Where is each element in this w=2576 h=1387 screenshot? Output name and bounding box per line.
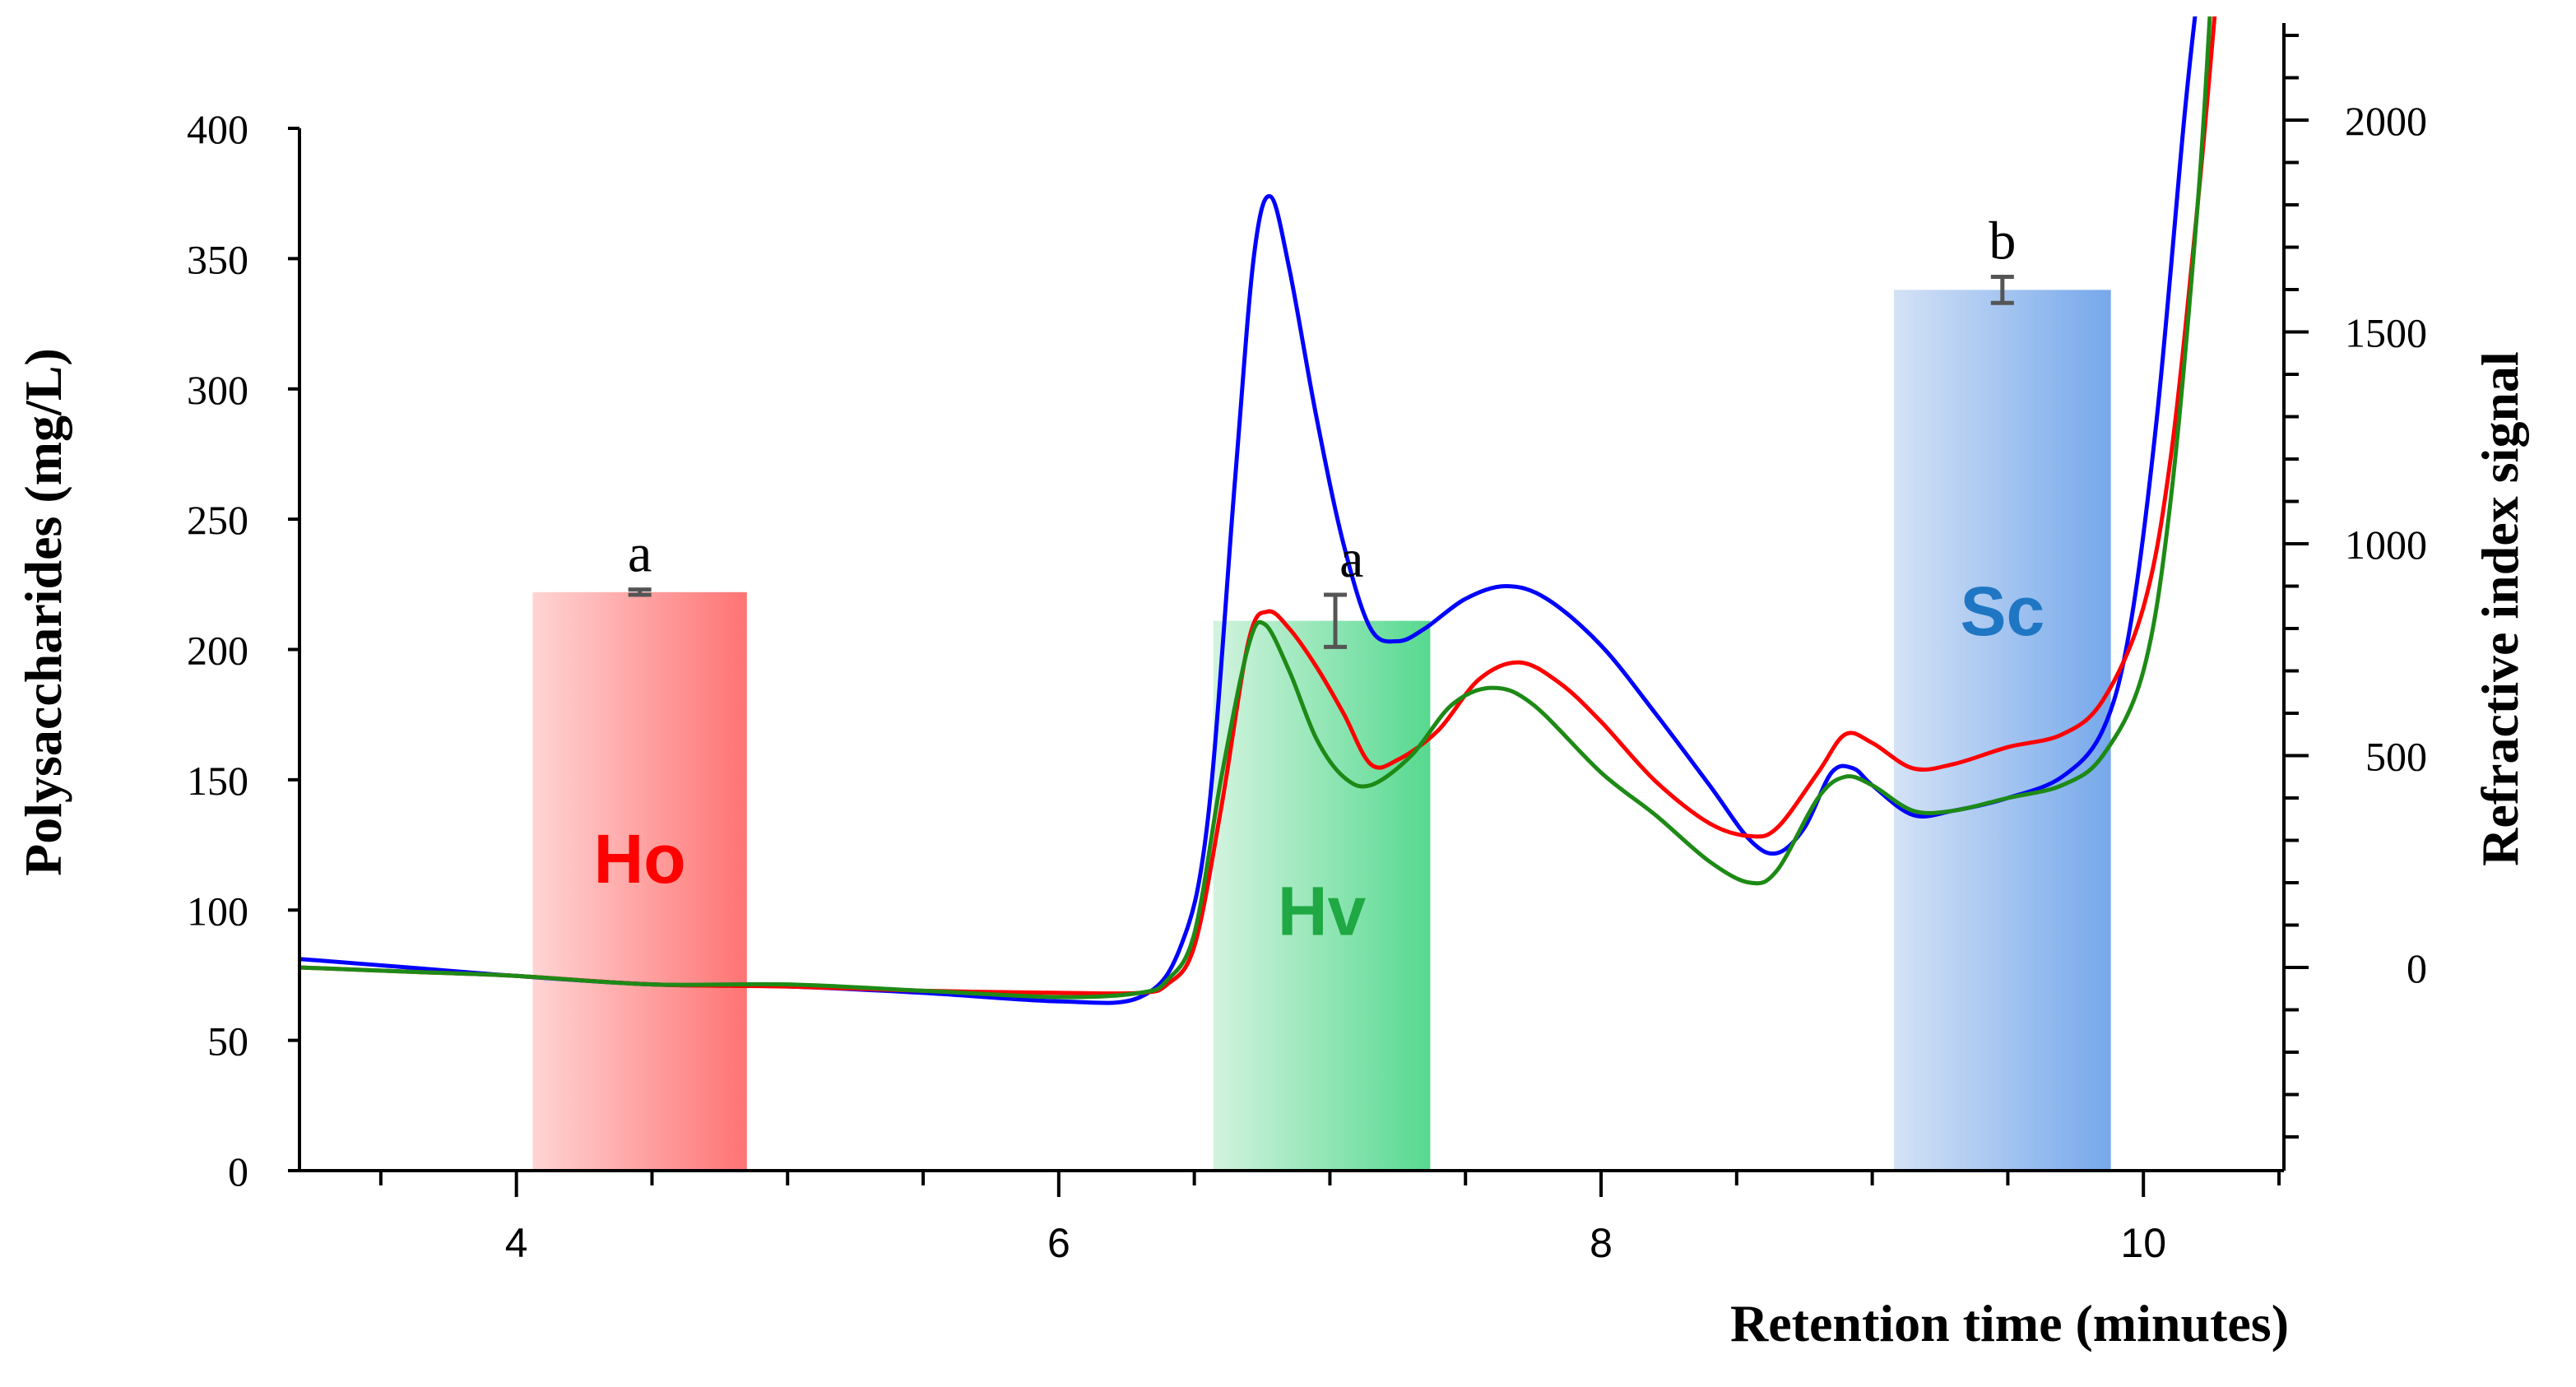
series-line-green-trace: [299, 16, 2212, 1000]
significance-letter-hv: a: [1339, 529, 1363, 589]
y-left-tick-label: 50: [207, 1018, 248, 1065]
y-right-axis-title: Refractive index signal: [2471, 351, 2529, 866]
y-left-tick-label: 300: [187, 367, 248, 413]
y-right-tick-label: 1500: [2345, 310, 2427, 356]
y-left-tick-label: 0: [228, 1148, 248, 1194]
y-left-tick-label: 400: [187, 106, 248, 152]
y-left-tick-label: 250: [187, 497, 248, 543]
y-right-tick-label: 2000: [2345, 98, 2427, 144]
y-left-tick-label: 350: [187, 236, 248, 282]
x-tick-label: 4: [505, 1220, 528, 1266]
y-left-tick-label: 150: [187, 758, 248, 804]
bars-layer: Ho Hv Sc: [532, 290, 2111, 1171]
series-line-blue-trace: [299, 16, 2198, 1005]
x-tick-label: 10: [2120, 1220, 2166, 1266]
significance-letter-sc: b: [1989, 211, 2016, 271]
bar-hv: [1213, 620, 1431, 1171]
bar-ho: [532, 591, 747, 1171]
bar-label-hv: Hv: [1278, 872, 1367, 949]
bar-sc: [1893, 290, 2111, 1171]
y-right-tick-label: 0: [2407, 945, 2427, 991]
bar-label-ho: Ho: [594, 820, 686, 898]
x-tick-label: 6: [1047, 1220, 1070, 1266]
y-right-tick-label: 1000: [2345, 522, 2427, 568]
y-left-tick-label: 200: [187, 628, 248, 674]
lines-layer: [299, 16, 2217, 1005]
error-bars-layer: a a b: [628, 211, 2016, 649]
x-axis-title: Retention time (minutes): [1730, 1294, 2289, 1352]
x-tick-label: 8: [1590, 1220, 1613, 1266]
y-left-tick-label: 100: [187, 888, 248, 934]
y-right-tick-label: 500: [2365, 734, 2427, 780]
significance-letter-ho: a: [628, 524, 652, 584]
y-left-axis-title: Polysaccharides (mg/L): [14, 348, 72, 876]
bar-label-sc: Sc: [1960, 573, 2045, 650]
